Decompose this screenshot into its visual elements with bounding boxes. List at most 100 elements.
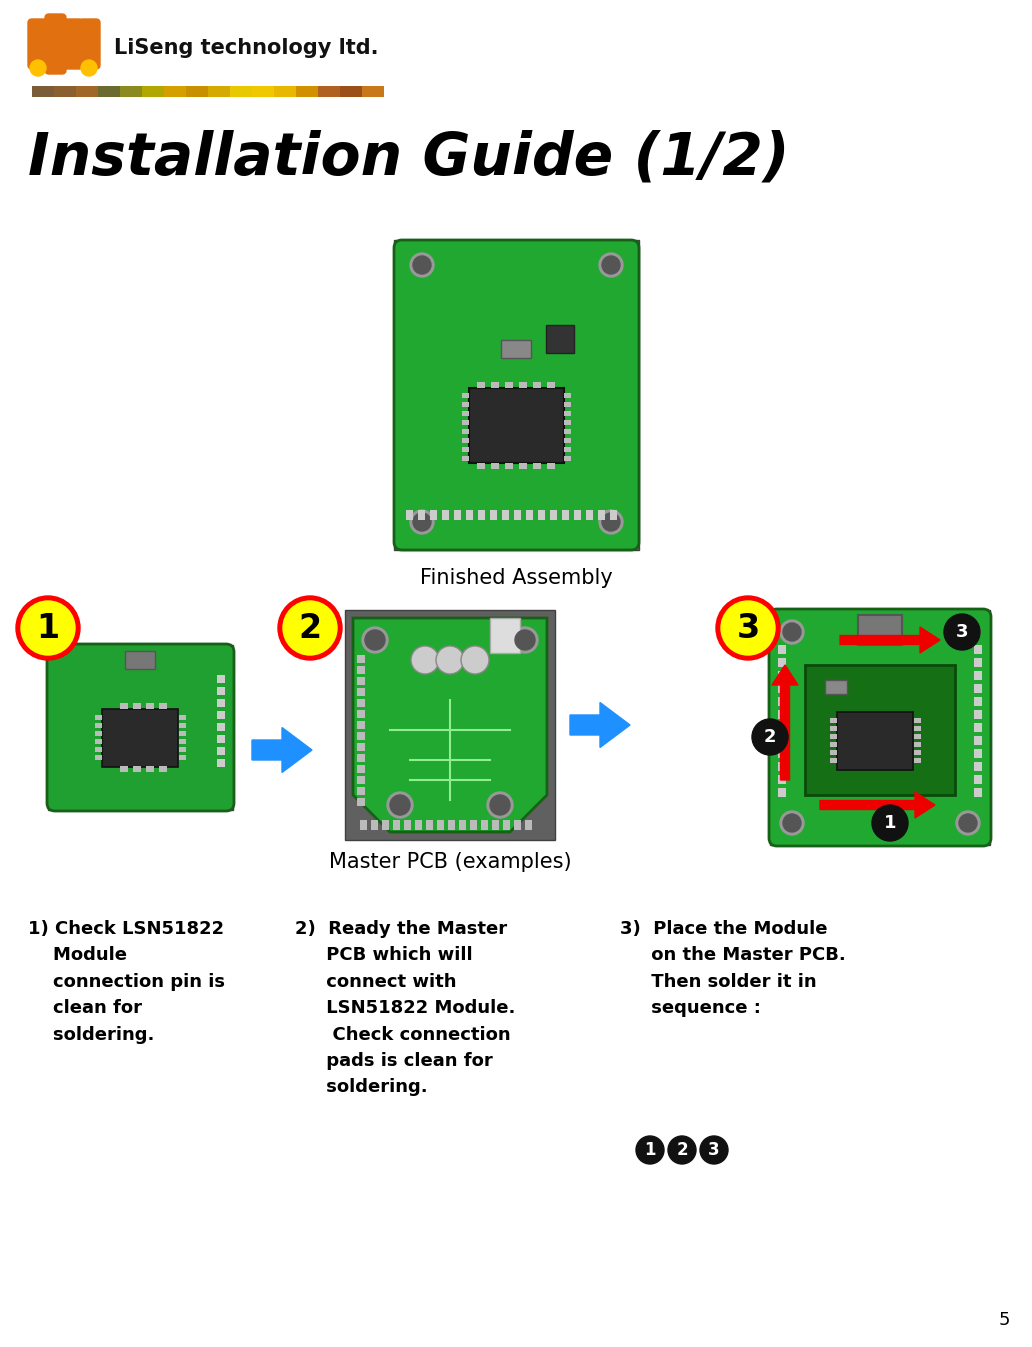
Bar [133, 766, 141, 772]
FancyArrow shape [570, 703, 630, 748]
Bar [914, 742, 921, 748]
Bar [217, 723, 225, 731]
Circle shape [512, 626, 538, 653]
Bar [974, 696, 982, 706]
Circle shape [413, 256, 431, 273]
Circle shape [700, 1136, 728, 1164]
Bar [914, 726, 921, 731]
Bar [382, 820, 389, 830]
Bar [477, 463, 485, 469]
Bar [974, 645, 982, 655]
Bar [95, 740, 102, 744]
Bar [490, 618, 520, 653]
Circle shape [21, 601, 75, 655]
Bar [830, 726, 837, 731]
Bar [437, 820, 444, 830]
Bar [565, 438, 571, 443]
Bar [974, 723, 982, 731]
Bar [125, 651, 155, 669]
Text: 1: 1 [36, 612, 60, 644]
FancyArrow shape [252, 727, 312, 772]
Bar [217, 748, 225, 756]
Circle shape [780, 811, 804, 835]
Bar [565, 411, 571, 416]
Bar [133, 703, 141, 709]
Circle shape [365, 630, 385, 651]
Bar [525, 820, 533, 830]
Circle shape [362, 626, 388, 653]
Bar [120, 766, 128, 772]
Circle shape [461, 647, 489, 674]
Circle shape [602, 513, 620, 531]
FancyBboxPatch shape [769, 609, 991, 846]
Bar [974, 762, 982, 770]
Circle shape [721, 601, 775, 655]
Bar [519, 383, 527, 388]
Bar [565, 428, 571, 434]
Text: 1: 1 [644, 1141, 655, 1158]
Bar [357, 710, 365, 718]
Bar [778, 788, 786, 797]
Bar [164, 86, 186, 97]
Circle shape [636, 1136, 664, 1164]
Bar [217, 758, 225, 766]
Bar [159, 766, 167, 772]
Text: 3: 3 [956, 624, 968, 641]
FancyBboxPatch shape [62, 19, 83, 69]
Bar [830, 718, 837, 723]
Bar [357, 731, 365, 740]
Bar [547, 383, 555, 388]
Bar [345, 610, 555, 841]
Bar [95, 731, 102, 735]
Bar [404, 820, 411, 830]
Bar [565, 447, 571, 453]
Circle shape [390, 795, 410, 815]
Circle shape [872, 806, 908, 841]
Circle shape [80, 61, 97, 75]
Bar [357, 776, 365, 784]
Bar [462, 393, 469, 397]
Bar [858, 616, 902, 645]
Bar [275, 86, 296, 97]
Bar [98, 86, 120, 97]
Bar [490, 511, 497, 520]
Bar [252, 86, 275, 97]
Bar [462, 411, 469, 416]
Circle shape [668, 1136, 696, 1164]
Bar [217, 711, 225, 719]
Polygon shape [353, 618, 547, 832]
Bar [974, 657, 982, 667]
Bar [340, 86, 362, 97]
Bar [547, 463, 555, 469]
Bar [565, 393, 571, 397]
Circle shape [30, 61, 46, 75]
Text: 1) Check LSN51822
    Module
    connection pin is
    clean for
    soldering.: 1) Check LSN51822 Module connection pin … [28, 920, 225, 1044]
Circle shape [278, 595, 342, 660]
Bar [217, 699, 225, 707]
Circle shape [487, 792, 513, 818]
Bar [95, 756, 102, 760]
Bar [492, 820, 499, 830]
Bar [296, 86, 318, 97]
Bar [502, 511, 509, 520]
Bar [550, 511, 557, 520]
Circle shape [959, 624, 977, 641]
FancyBboxPatch shape [394, 240, 639, 550]
Bar [217, 675, 225, 683]
Bar [974, 749, 982, 758]
Bar [142, 86, 164, 97]
Bar [362, 86, 384, 97]
FancyArrow shape [840, 626, 940, 653]
FancyArrow shape [820, 792, 935, 818]
Circle shape [599, 253, 623, 277]
Bar [974, 735, 982, 745]
Bar [514, 820, 521, 830]
Text: 1: 1 [883, 814, 896, 832]
Bar [770, 610, 990, 845]
Bar [230, 86, 252, 97]
Bar [357, 665, 365, 674]
Bar [469, 388, 565, 463]
Circle shape [956, 620, 980, 644]
Circle shape [956, 811, 980, 835]
Bar [562, 511, 569, 520]
